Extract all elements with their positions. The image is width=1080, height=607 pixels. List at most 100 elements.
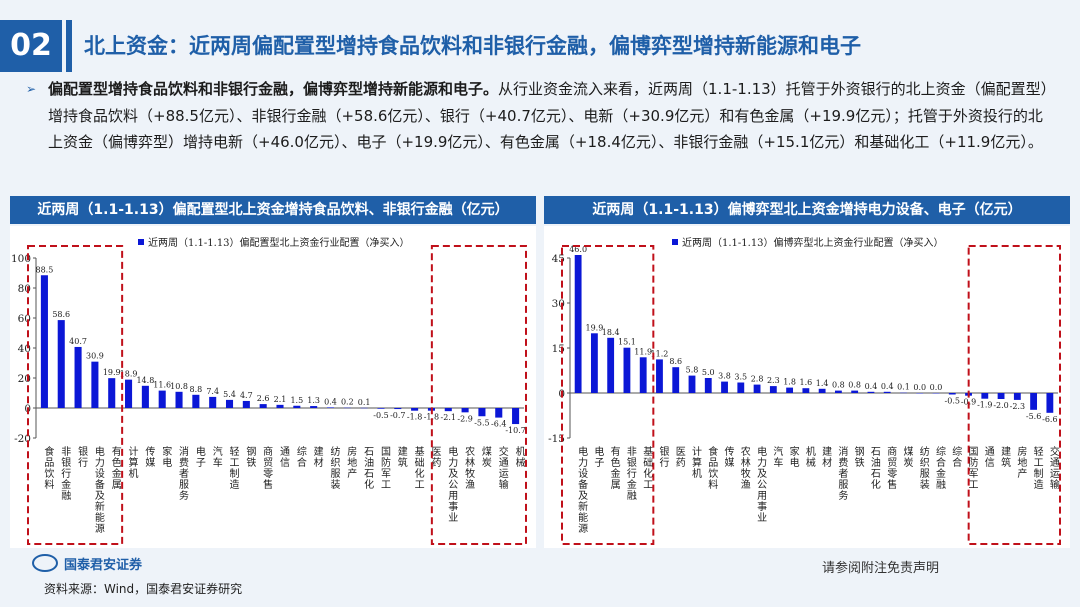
bar bbox=[672, 367, 680, 393]
category-label: 电力及公用事业 bbox=[755, 445, 767, 523]
data-label: 0.2 bbox=[341, 398, 354, 407]
bar bbox=[948, 393, 956, 395]
data-label: -1.9 bbox=[977, 401, 992, 410]
bar bbox=[394, 408, 402, 410]
page-title: 北上资金：近两周偏配置型增持食品饮料和非银行金融，偏博弈型增持新能源和电子 bbox=[84, 34, 861, 58]
category-label: 通信 bbox=[982, 446, 994, 468]
highlight-box bbox=[967, 245, 1061, 545]
bar bbox=[1030, 393, 1038, 410]
category-label: 机械 bbox=[513, 445, 525, 468]
bar bbox=[688, 375, 696, 393]
bar bbox=[1046, 393, 1054, 413]
category-label: 纺织服装 bbox=[917, 445, 929, 490]
category-label: 有色金属 bbox=[109, 445, 121, 490]
bar bbox=[225, 399, 234, 408]
bar bbox=[259, 404, 267, 408]
arrow-bullet-icon: ➢ bbox=[26, 82, 37, 96]
data-label: 0.8 bbox=[848, 381, 861, 390]
bar bbox=[786, 387, 794, 393]
category-label: 电力设备及新能源 bbox=[92, 445, 104, 534]
bar bbox=[737, 382, 745, 393]
data-label: -2.1 bbox=[441, 413, 456, 422]
bar bbox=[495, 408, 503, 418]
bar bbox=[141, 385, 149, 408]
bar bbox=[883, 391, 891, 393]
bar bbox=[590, 333, 598, 393]
category-label: 建筑 bbox=[395, 445, 407, 468]
category-label: 石油石化 bbox=[362, 446, 374, 490]
data-label: -1.8 bbox=[424, 413, 439, 422]
data-label: -0.5 bbox=[945, 397, 960, 406]
category-label: 汽车 bbox=[771, 445, 783, 468]
data-label: 8.8 bbox=[189, 385, 202, 394]
bar bbox=[512, 408, 520, 425]
data-label: 0.0 bbox=[913, 383, 926, 392]
category-label: 石油石化 bbox=[868, 446, 880, 490]
category-label: 房地产 bbox=[1015, 445, 1027, 479]
summary-bold-text: 偏配置型增持食品饮料和非银行金融，偏博弈型增持新能源和电子。 bbox=[48, 80, 499, 98]
bar bbox=[704, 378, 712, 393]
section-number: 02 bbox=[0, 20, 62, 72]
category-label: 传媒 bbox=[722, 446, 734, 468]
data-label: 1.8 bbox=[783, 378, 796, 387]
data-label: 14.8 bbox=[136, 376, 154, 385]
disclaimer: 请参阅附注免责声明 bbox=[822, 561, 940, 576]
globe-logo-icon bbox=[32, 554, 58, 572]
category-label: 农林牧渔 bbox=[738, 445, 750, 490]
bar bbox=[721, 381, 728, 393]
data-label: -10.7 bbox=[505, 426, 526, 435]
category-label: 轻工制造 bbox=[227, 445, 239, 490]
data-label: 1.5 bbox=[290, 396, 303, 405]
legend-label: 近两周（1.1-1.13）偏配置型北上资金行业配置（净买入） bbox=[148, 236, 410, 249]
bar bbox=[607, 337, 615, 393]
legend-swatch bbox=[138, 239, 144, 245]
data-label: 2.8 bbox=[751, 375, 764, 384]
data-label: 2.3 bbox=[767, 376, 780, 385]
data-label: 0.4 bbox=[324, 397, 337, 406]
data-label: 5.8 bbox=[686, 366, 699, 375]
data-label: 10.8 bbox=[170, 382, 188, 391]
category-label: 医药 bbox=[673, 446, 685, 468]
bar bbox=[623, 347, 631, 393]
data-label: 18.9 bbox=[120, 370, 138, 379]
data-label: 1.4 bbox=[816, 379, 829, 388]
bar bbox=[478, 408, 486, 417]
category-label: 电力设备及新能源 bbox=[576, 445, 588, 534]
category-label: 国防军工 bbox=[378, 446, 390, 490]
category-label: 家电 bbox=[787, 445, 799, 468]
company-logo: 国泰君安证券 bbox=[32, 552, 142, 574]
page-header: 02 北上资金：近两周偏配置型增持食品饮料和非银行金融，偏博弈型增持新能源和电子 bbox=[0, 20, 1080, 72]
category-label: 机械 bbox=[803, 445, 815, 468]
category-label: 电力及公用事业 bbox=[446, 445, 458, 523]
data-label: 1.3 bbox=[307, 396, 320, 405]
bar bbox=[981, 393, 989, 399]
data-label: -5.6 bbox=[1026, 412, 1041, 421]
data-label: -5.5 bbox=[474, 418, 489, 427]
data-label: 0.1 bbox=[897, 383, 910, 392]
category-label: 电子 bbox=[592, 445, 604, 468]
bar bbox=[242, 400, 250, 408]
data-label: 11.2 bbox=[651, 349, 669, 358]
right-chart: 近两周（1.1-1.13）偏博弈型北上资金行业配置（净买入） -15 0 15 30 45… bbox=[544, 226, 1070, 548]
category-label: 食品饮料 bbox=[42, 445, 54, 490]
bar bbox=[851, 390, 859, 393]
bar bbox=[276, 404, 284, 408]
summary-bullet: ➢ 偏配置型增持食品饮料和非银行金融，偏博弈型增持新能源和电子。从行业资金流入来… bbox=[26, 76, 1056, 156]
category-label: 有色金属 bbox=[608, 445, 620, 490]
bar bbox=[326, 407, 335, 408]
category-label: 商贸零售 bbox=[885, 445, 897, 490]
category-label: 医药 bbox=[429, 446, 441, 468]
data-label: 8.6 bbox=[669, 357, 682, 366]
data-label: 5.0 bbox=[702, 368, 715, 377]
data-label: 4.7 bbox=[240, 391, 253, 400]
category-label: 煤炭 bbox=[901, 445, 913, 468]
bar bbox=[1013, 393, 1021, 400]
bar bbox=[175, 391, 183, 408]
category-label: 传媒 bbox=[143, 446, 155, 468]
bar bbox=[91, 361, 99, 408]
bar bbox=[108, 378, 116, 408]
data-label: 19.9 bbox=[585, 323, 603, 332]
data-label: 2.6 bbox=[257, 394, 270, 403]
data-label: 0.4 bbox=[881, 382, 894, 391]
data-label: 0.0 bbox=[930, 383, 943, 392]
